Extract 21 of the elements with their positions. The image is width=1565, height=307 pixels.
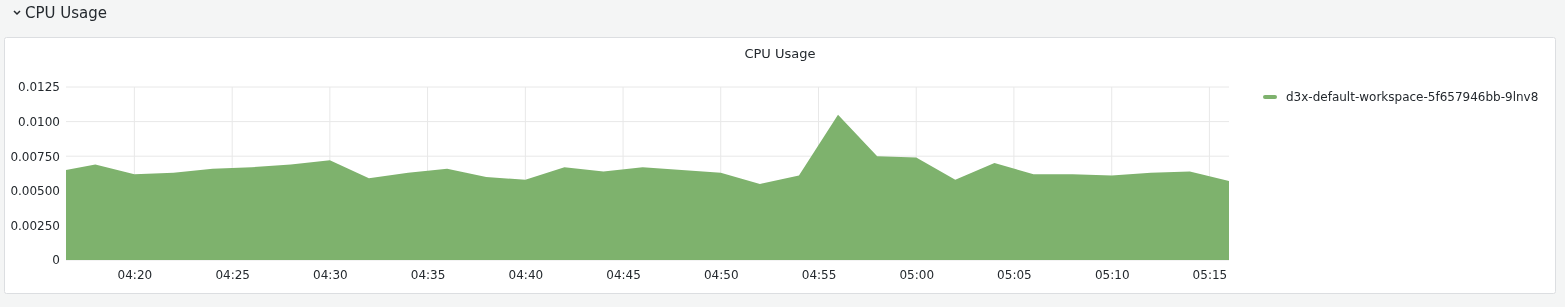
x-tick-label: 04:50	[703, 267, 739, 282]
x-tick-label: 04:35	[410, 267, 446, 282]
x-tick-label: 05:05	[997, 267, 1032, 282]
y-tick-label: 0.00500	[10, 184, 60, 199]
text: CPU Usage	[25, 4, 108, 22]
y-tick-label: 0.0100	[18, 114, 60, 129]
x-tick-label: 04:45	[606, 267, 641, 282]
x-tick-label: 05:15	[1192, 267, 1228, 282]
chart-title: CPU Usage	[744, 46, 816, 61]
x-tick-label: 04:30	[313, 267, 348, 282]
y-tick-label: 0.00250	[10, 218, 60, 233]
x-tick-label: 05:10	[1094, 267, 1130, 282]
x-tick-label: 04:55	[801, 267, 837, 282]
y-tick-label: 0	[52, 253, 60, 268]
x-tick-label: 04:25	[215, 267, 250, 282]
y-tick-label: 0.0125	[18, 80, 60, 95]
x-tick-label: 04:40	[508, 267, 544, 282]
x-tick-label: 04:20	[117, 267, 153, 282]
y-tick-label: 0.00750	[10, 149, 60, 164]
legend-label: d3x-default-workspace-5f657946bb-9lnv8	[1286, 90, 1539, 104]
x-tick-label: 05:00	[899, 267, 935, 282]
